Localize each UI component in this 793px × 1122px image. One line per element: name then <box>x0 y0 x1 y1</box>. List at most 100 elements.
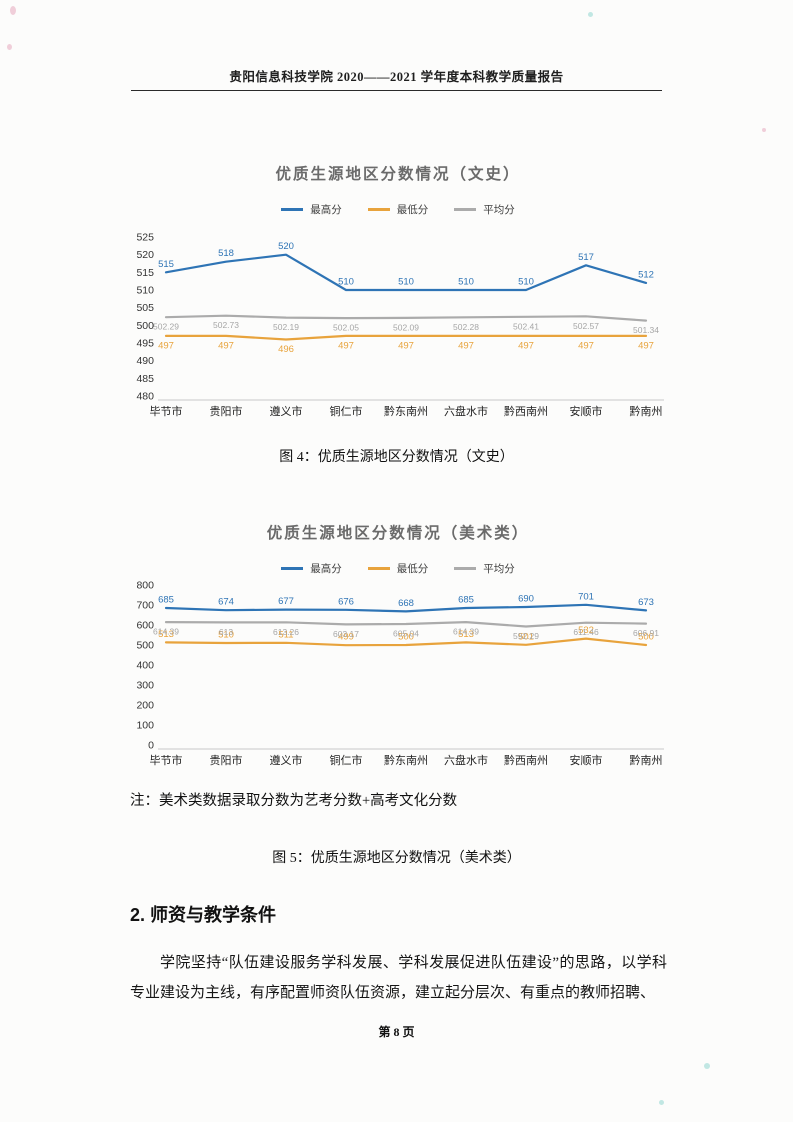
x-category-label: 毕节市 <box>150 753 183 767</box>
data-point-label: 614.39 <box>153 627 179 637</box>
scan-speck <box>704 1063 710 1069</box>
y-tick-label: 505 <box>136 302 154 314</box>
scan-speck <box>762 128 766 132</box>
y-tick-label: 510 <box>136 285 154 297</box>
legend-item: 平均分 <box>454 202 515 217</box>
chart-legend: 最高分 最低分 平均分 <box>118 202 678 217</box>
y-tick-label: 500 <box>136 320 154 332</box>
y-tick-label: 0 <box>148 740 154 752</box>
x-category-label: 六盘水市 <box>444 404 488 418</box>
data-point-label: 511 <box>278 629 293 640</box>
x-category-label: 六盘水市 <box>444 753 488 767</box>
legend-label: 平均分 <box>483 563 515 575</box>
scan-speck <box>10 6 16 15</box>
data-point-label: 614.39 <box>453 627 479 637</box>
legend-label: 最高分 <box>310 204 342 216</box>
data-point-label: 500 <box>638 632 654 643</box>
x-category-label: 铜仁市 <box>330 753 363 767</box>
legend-item: 最低分 <box>367 202 429 217</box>
legend-item: 平均分 <box>454 561 515 576</box>
scan-speck <box>588 12 593 17</box>
data-point-label: 605.04 <box>393 629 419 639</box>
data-point-label: 510 <box>518 277 534 288</box>
data-point-label: 502.57 <box>573 321 599 331</box>
header-divider <box>131 90 662 91</box>
data-point-label: 497 <box>158 340 174 351</box>
series-line <box>164 620 648 628</box>
series-line <box>164 253 648 292</box>
legend-dash-icon <box>367 567 390 570</box>
data-point-label: 603.17 <box>333 629 359 639</box>
x-category-label: 毕节市 <box>150 404 183 418</box>
x-category-label: 黔东南州 <box>384 404 428 418</box>
x-category-label: 贵阳市 <box>210 404 243 418</box>
data-point-label: 513 <box>458 629 474 640</box>
chart-meishu-scores: 优质生源地区分数情况（美术类） 最高分 最低分 平均分 800 700 600 500 40… <box>118 505 678 805</box>
y-tick-label: 700 <box>136 600 154 612</box>
data-point-label: 502.09 <box>393 322 419 332</box>
legend-label: 最低分 <box>396 204 429 216</box>
data-point-label: 502.05 <box>333 323 359 333</box>
y-tick-label: 525 <box>136 232 154 244</box>
data-point-label: 673 <box>638 597 654 608</box>
data-point-label: 497 <box>518 340 534 351</box>
data-point-label: 532 <box>578 625 594 636</box>
page-number: 第 8 页 <box>378 1025 415 1039</box>
chart-title: 优质生源地区分数情况（文史） <box>275 166 521 183</box>
data-point-label: 512 <box>638 269 654 280</box>
x-category-label: 黔西南州 <box>504 404 548 418</box>
x-category-label: 安顺市 <box>570 404 603 418</box>
data-point-label: 606.91 <box>633 628 659 638</box>
y-tick-label: 520 <box>136 249 154 261</box>
y-tick-label: 100 <box>136 720 154 732</box>
legend-dash-icon <box>281 567 304 570</box>
data-point-label: 690 <box>518 594 534 605</box>
y-tick-label: 495 <box>136 338 154 350</box>
y-tick-label: 600 <box>136 620 154 632</box>
data-point-label: 613 <box>219 627 233 637</box>
figure-4-caption: 图 4：优质生源地区分数情况（文史） <box>279 450 514 465</box>
x-category-label: 铜仁市 <box>330 404 363 418</box>
legend-dash-icon <box>367 208 390 211</box>
data-point-label: 515 <box>158 259 174 270</box>
y-tick-label: 800 <box>136 580 154 592</box>
data-point-label: 500 <box>398 632 414 643</box>
legend-item: 最高分 <box>281 202 342 217</box>
data-point-label: 668 <box>398 598 414 609</box>
data-point-label: 502.41 <box>513 321 539 331</box>
legend-dash-icon <box>454 208 477 211</box>
chart-legend: 最高分 最低分 平均分 <box>118 561 678 576</box>
data-point-label: 701 <box>578 591 594 602</box>
data-point-label: 674 <box>218 597 234 608</box>
data-point-label: 502.28 <box>453 322 479 332</box>
data-point-label: 613.26 <box>273 627 299 637</box>
x-category-label: 遵义市 <box>270 404 303 418</box>
data-point-label: 513 <box>158 629 174 640</box>
y-tick-label: 300 <box>136 680 154 692</box>
data-point-label: 592.29 <box>513 631 539 641</box>
series-line <box>164 637 648 647</box>
data-point-label: 677 <box>278 596 294 607</box>
data-point-label: 502.73 <box>213 320 239 330</box>
data-point-label: 502.29 <box>153 322 179 332</box>
data-point-label: 611.46 <box>573 627 599 637</box>
series-line <box>164 334 648 341</box>
data-point-label: 520 <box>278 241 294 252</box>
data-point-label: 518 <box>218 248 234 259</box>
data-point-label: 517 <box>578 252 594 263</box>
scan-speck <box>7 44 12 50</box>
data-point-label: 497 <box>458 340 474 351</box>
y-tick-label: 480 <box>136 391 154 403</box>
y-tick-label: 490 <box>136 355 154 367</box>
chart-title: 优质生源地区分数情况（美术类） <box>266 525 530 542</box>
legend-label: 最低分 <box>396 563 429 575</box>
chart-wenshi-scores: 优质生源地区分数情况（文史） 最高分 最低分 平均分 525 520 515 510 505… <box>118 150 678 450</box>
data-point-label: 510 <box>458 277 474 288</box>
data-point-label: 497 <box>638 340 654 351</box>
y-tick-label: 500 <box>136 640 154 652</box>
data-point-label: 496 <box>278 344 294 355</box>
body-paragraph: 学院坚持“队伍建设服务学科发展、学科发展促进队伍建设”的思路，以学科专业建设为主… <box>130 955 667 1001</box>
